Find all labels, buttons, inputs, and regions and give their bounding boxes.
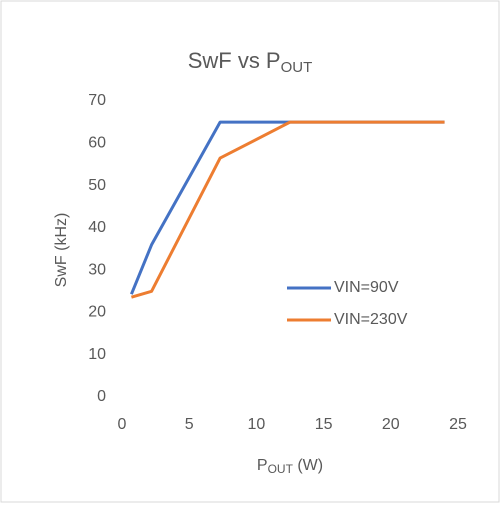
y-tick-label: 30 bbox=[88, 261, 106, 278]
x-axis-label: POUT (W) bbox=[257, 457, 323, 476]
x-tick-label: 15 bbox=[315, 416, 333, 433]
y-tick-label: 70 bbox=[88, 92, 106, 109]
x-tick-label: 20 bbox=[382, 416, 400, 433]
y-axis-label: SwF (kHz) bbox=[53, 213, 70, 288]
series-line bbox=[130, 120, 445, 299]
x-tick-label: 25 bbox=[449, 416, 467, 433]
y-tick-label: 0 bbox=[97, 388, 106, 405]
y-tick-label: 10 bbox=[88, 346, 106, 363]
y-tick-label: 40 bbox=[88, 219, 106, 236]
xlabel-unit: (W) bbox=[293, 457, 323, 474]
chart-title: SwF vs POUT bbox=[188, 48, 313, 76]
y-tick-label: 60 bbox=[88, 135, 106, 152]
x-tick-label: 10 bbox=[248, 416, 266, 433]
title-main: SwF vs P bbox=[188, 48, 281, 73]
legend-label: VIN=90V bbox=[334, 279, 399, 296]
y-tick-label: 20 bbox=[88, 304, 106, 321]
y-tick-label: 50 bbox=[88, 177, 106, 194]
xlabel-sub: OUT bbox=[268, 462, 294, 476]
x-tick-label: 0 bbox=[118, 416, 127, 433]
xlabel-main: P bbox=[257, 457, 268, 474]
legend-label: VIN=230V bbox=[334, 311, 408, 328]
title-sub: OUT bbox=[281, 59, 313, 76]
x-tick-label: 5 bbox=[185, 416, 194, 433]
